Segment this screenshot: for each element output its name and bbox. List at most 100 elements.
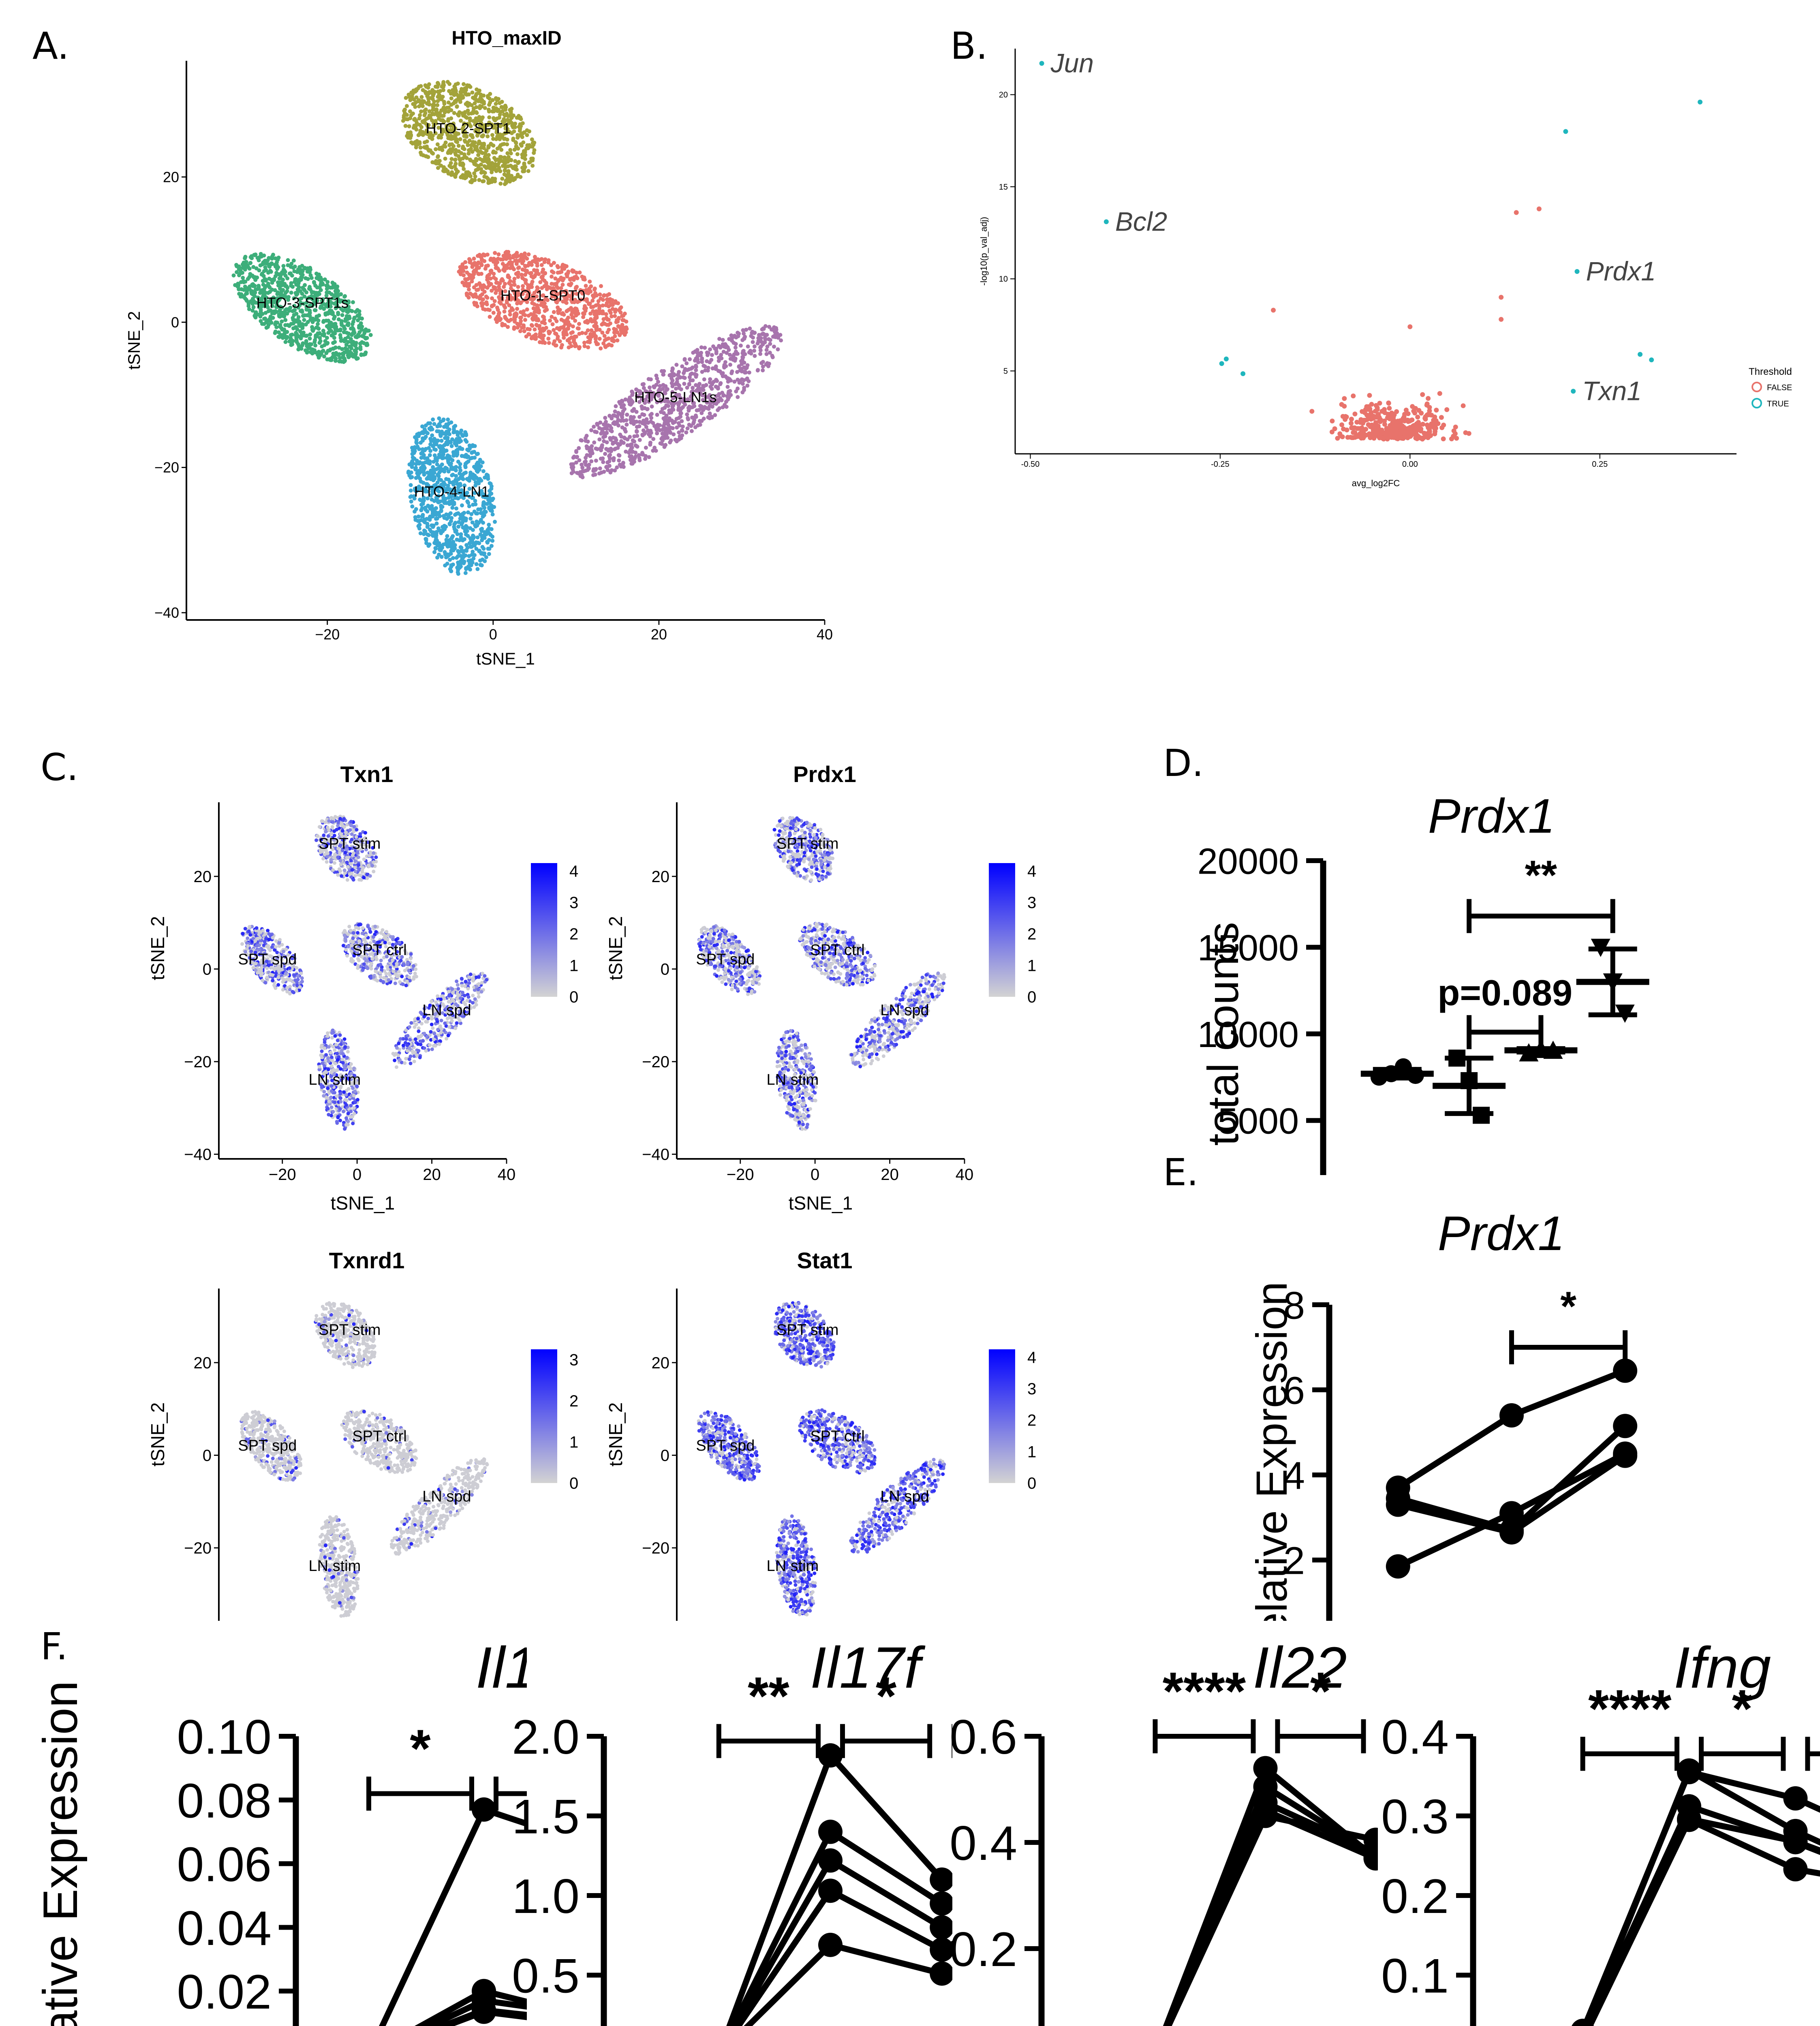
cell-point <box>504 317 509 321</box>
cell-point <box>597 306 601 310</box>
cell-point <box>538 331 542 336</box>
cell-point <box>520 143 524 148</box>
cell-point <box>615 338 620 343</box>
cell-point <box>463 115 468 119</box>
cell-point <box>445 106 449 110</box>
cell-point <box>544 326 548 330</box>
cell-point <box>487 547 492 551</box>
cell-point <box>473 122 477 127</box>
cell-point <box>405 113 409 117</box>
cell-point <box>240 262 245 267</box>
cell-point <box>485 134 490 139</box>
cell-point <box>491 143 496 148</box>
cell-point <box>520 276 525 280</box>
cell-point <box>601 321 606 326</box>
cell-point <box>445 80 450 84</box>
cell-point <box>449 551 453 556</box>
cell-point <box>599 284 603 289</box>
cell-point <box>525 133 529 137</box>
legend-marker <box>1752 382 1762 392</box>
cell-point <box>368 333 373 337</box>
cell-point <box>742 336 746 340</box>
cell-point <box>662 445 667 449</box>
cell-point <box>287 307 291 311</box>
cell-point <box>592 425 596 429</box>
cell-point <box>464 516 468 521</box>
cell-point <box>485 502 489 506</box>
cell-point <box>436 159 441 163</box>
cell-point <box>286 297 291 302</box>
cell-point <box>316 318 321 323</box>
cell-point <box>494 291 498 295</box>
cell-point <box>507 178 511 183</box>
x-tick-label: -0.25 <box>1211 460 1230 469</box>
cell-point <box>462 138 467 143</box>
cell-point <box>490 98 495 102</box>
cell-point <box>305 333 309 338</box>
cell-point <box>598 466 602 470</box>
gene-point-false <box>1451 434 1456 439</box>
cell-point <box>664 413 669 418</box>
gene-point-false <box>1350 425 1356 430</box>
cell-point <box>308 303 312 308</box>
cell-point <box>507 303 511 308</box>
cell-point <box>598 292 602 297</box>
cell-point <box>481 469 485 473</box>
cell-point <box>500 321 505 326</box>
gene-point-false <box>1426 396 1431 401</box>
cell-point <box>242 280 246 284</box>
cell-point <box>426 123 431 127</box>
cell-point <box>481 159 485 163</box>
cell-point <box>470 520 475 525</box>
cell-point <box>257 312 261 317</box>
cell-point <box>506 121 511 126</box>
cell-point <box>581 315 586 319</box>
cell-point <box>506 169 511 173</box>
cell-point <box>444 524 448 529</box>
cell-point <box>331 323 335 328</box>
cell-point <box>663 406 667 410</box>
cell-point <box>596 299 601 303</box>
cell-point <box>483 171 487 175</box>
cell-point <box>297 278 302 283</box>
cell-point <box>434 536 438 540</box>
cell-point <box>481 179 486 184</box>
cell-point <box>751 340 755 344</box>
cell-point <box>581 277 586 281</box>
gene-point-false <box>1340 434 1345 440</box>
cell-point <box>736 395 740 399</box>
cell-point <box>436 116 441 121</box>
cell-point <box>451 121 456 126</box>
cell-point <box>355 357 359 361</box>
cell-point <box>455 104 459 109</box>
cell-point <box>490 133 494 137</box>
cell-point <box>461 550 465 554</box>
cell-point <box>608 310 613 315</box>
cell-point <box>273 309 278 313</box>
cell-point <box>436 82 441 86</box>
cell-point <box>582 297 586 302</box>
cell-point <box>587 466 591 470</box>
cell-point <box>582 340 587 345</box>
gene-point-false <box>1444 407 1450 412</box>
gene-point-false <box>1461 403 1466 408</box>
cell-point <box>508 312 512 317</box>
cell-point <box>505 127 510 131</box>
cell-point <box>592 467 596 472</box>
gene-point-false <box>1415 415 1420 420</box>
cell-point <box>689 429 694 433</box>
cell-point <box>516 289 520 294</box>
cell-point <box>616 301 620 306</box>
cell-point <box>706 368 710 373</box>
cell-point <box>436 90 441 95</box>
cell-point <box>565 320 569 325</box>
cell-point <box>487 538 491 542</box>
cell-point <box>603 344 607 348</box>
cell-point <box>615 330 620 335</box>
cell-point <box>605 330 610 335</box>
cell-point <box>437 552 441 557</box>
cell-point <box>724 400 728 404</box>
cell-point <box>477 460 481 465</box>
cell-point <box>658 384 662 388</box>
cell-point <box>690 371 694 376</box>
